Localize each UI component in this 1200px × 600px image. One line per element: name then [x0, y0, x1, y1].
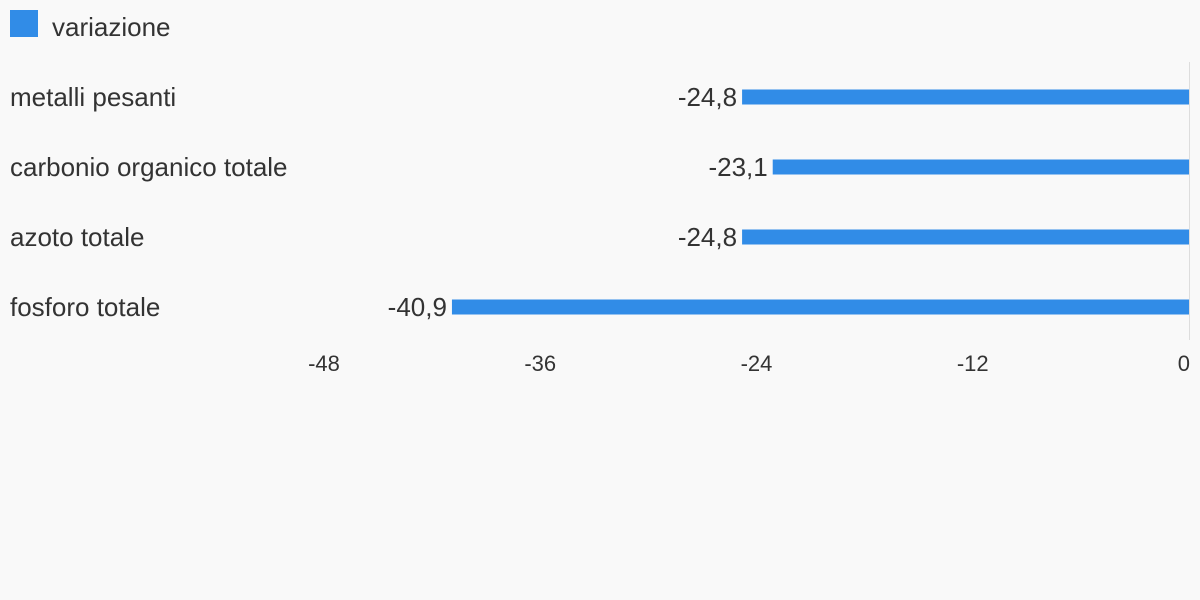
bar — [772, 159, 1189, 175]
category-label: metalli pesanti — [10, 82, 176, 112]
x-tick-label: -24 — [741, 351, 773, 376]
bar-value-label: -23,1 — [708, 152, 767, 182]
x-tick-label: -36 — [524, 351, 556, 376]
category-label: carbonio organico totale — [10, 152, 288, 182]
category-label: fosforo totale — [10, 292, 160, 322]
x-tick-label: 0 — [1178, 351, 1190, 376]
x-tick-label: -48 — [308, 351, 340, 376]
legend-swatch — [10, 10, 38, 37]
bar — [451, 299, 1190, 315]
x-tick-label: -12 — [957, 351, 989, 376]
bar-value-label: -24,8 — [678, 222, 737, 252]
chart-legend: variazione — [10, 10, 171, 44]
x-axis-ticks: -48 -36 -24 -12 0 — [308, 351, 1190, 376]
bars-group: metalli pesanti -24,8 carbonio organico to… — [10, 82, 1190, 322]
category-label: azoto totale — [10, 222, 144, 252]
bar — [742, 229, 1189, 245]
legend-label: variazione — [52, 11, 171, 42]
bar — [742, 89, 1189, 105]
bar-value-label: -40,9 — [388, 292, 447, 322]
bar-value-label: -24,8 — [678, 82, 737, 112]
